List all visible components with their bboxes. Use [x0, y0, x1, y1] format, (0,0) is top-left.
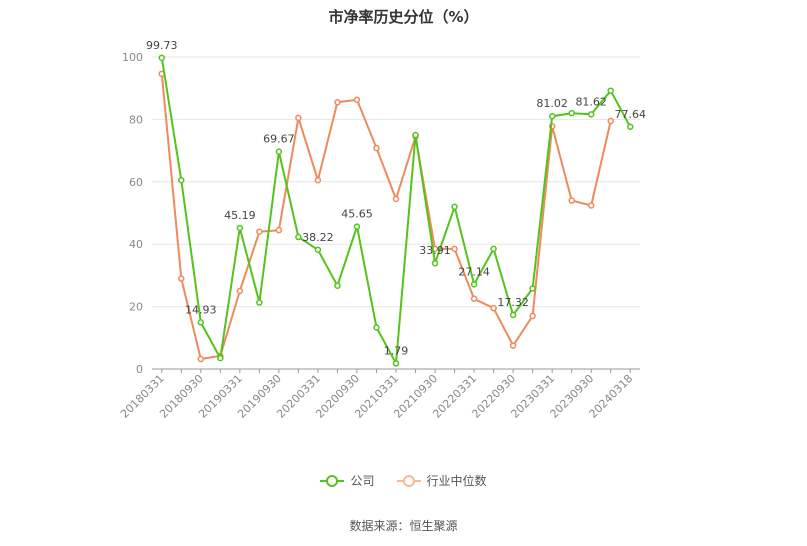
data-point-company — [256, 299, 263, 306]
data-point-company — [197, 319, 205, 326]
data-point-company — [217, 354, 224, 362]
data-point-industry — [568, 197, 575, 204]
y-tick-label: 40 — [129, 238, 143, 251]
data-point-industry — [256, 228, 263, 235]
data-point-company — [509, 311, 517, 319]
legend-item-industry[interactable]: 行业中位数 — [396, 472, 487, 489]
data-point-industry — [490, 304, 497, 312]
data-point-company — [275, 148, 283, 155]
data-point-company — [158, 54, 166, 62]
data-label: 45.19 — [224, 209, 256, 222]
data-point-company — [548, 112, 556, 120]
legend-label-industry: 行业中位数 — [426, 474, 487, 488]
legend-label-company: 公司 — [350, 474, 375, 488]
legend: 公司 行业中位数 — [0, 472, 807, 489]
chart-title: 市净率历史分位（%） — [328, 8, 479, 26]
legend-item-company[interactable]: 公司 — [320, 472, 375, 489]
data-label: 77.64 — [614, 108, 646, 121]
data-point-company — [490, 245, 497, 253]
data-label: 38.22 — [302, 231, 334, 244]
data-labels: 99.73 14.93 45.19 69.67 38.22 45.65 1.79 33.91 2… — [146, 39, 646, 358]
data-point-industry — [353, 96, 361, 103]
data-label: 33.91 — [419, 244, 451, 257]
data-point-company — [587, 111, 595, 118]
data-point-company — [334, 282, 341, 289]
y-tick-label: 20 — [129, 301, 143, 314]
data-point-industry — [607, 117, 614, 125]
data-point-company — [178, 176, 185, 184]
data-point-company — [236, 224, 244, 232]
data-point-company — [431, 259, 439, 267]
data-point-industry — [178, 275, 185, 282]
data-point-industry — [373, 144, 380, 152]
data-label: 69.67 — [263, 133, 295, 146]
data-label: 1.79 — [384, 344, 409, 357]
data-point-company — [353, 223, 361, 230]
data-point-industry — [236, 287, 244, 295]
data-point-company — [451, 203, 458, 211]
data-point-industry — [509, 342, 517, 349]
data-point-company — [470, 281, 478, 288]
series-line-industry — [160, 73, 612, 360]
data-point-company — [392, 360, 400, 367]
y-tick-label: 0 — [136, 363, 143, 376]
legend-swatch-industry — [396, 474, 421, 487]
legend-swatch-company — [320, 474, 345, 487]
series-lines — [158, 54, 634, 367]
data-point-industry — [197, 355, 205, 363]
data-point-industry — [334, 98, 341, 106]
y-tick-label: 80 — [129, 113, 143, 126]
data-label: 81.62 — [575, 95, 607, 108]
data-point-company — [373, 324, 380, 331]
y-tick-label: 60 — [129, 176, 143, 189]
data-label: 99.73 — [146, 39, 178, 52]
data-point-industry — [587, 202, 595, 209]
source-note: 数据来源：恒生聚源 — [349, 519, 458, 533]
data-label: 14.93 — [185, 303, 217, 316]
data-point-industry — [470, 295, 478, 303]
data-point-company — [295, 233, 302, 241]
data-point-company — [607, 87, 614, 94]
data-point-company — [314, 246, 322, 254]
data-label: 17.32 — [497, 296, 529, 309]
data-point-industry — [451, 245, 458, 253]
data-point-company — [412, 131, 419, 139]
data-point-industry — [295, 114, 302, 122]
data-point-company — [529, 285, 536, 292]
data-point-industry — [275, 226, 283, 234]
data-point-company — [568, 109, 575, 117]
y-tick-label: 100 — [122, 51, 143, 64]
data-point-industry — [392, 195, 400, 203]
data-label: 81.02 — [536, 97, 568, 110]
data-label: 45.65 — [341, 208, 373, 221]
data-point-company — [626, 123, 634, 131]
data-point-industry — [314, 176, 322, 184]
data-point-industry — [529, 312, 536, 320]
data-label: 27.14 — [458, 265, 490, 278]
grid-lines — [152, 56, 640, 308]
